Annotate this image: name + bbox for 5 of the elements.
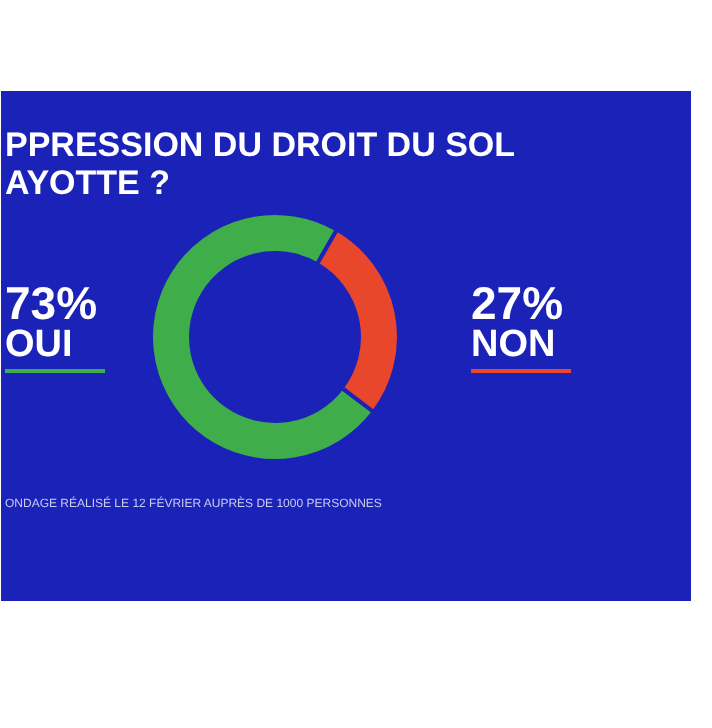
data-label: 27% — [471, 277, 564, 329]
slice-label: OUI — [5, 324, 73, 366]
data-label: 73% — [5, 277, 98, 329]
slice-label: NON — [471, 324, 556, 366]
chart-title: PPRESSION DU DROIT DU SOL AYOTTE ? — [5, 126, 516, 202]
